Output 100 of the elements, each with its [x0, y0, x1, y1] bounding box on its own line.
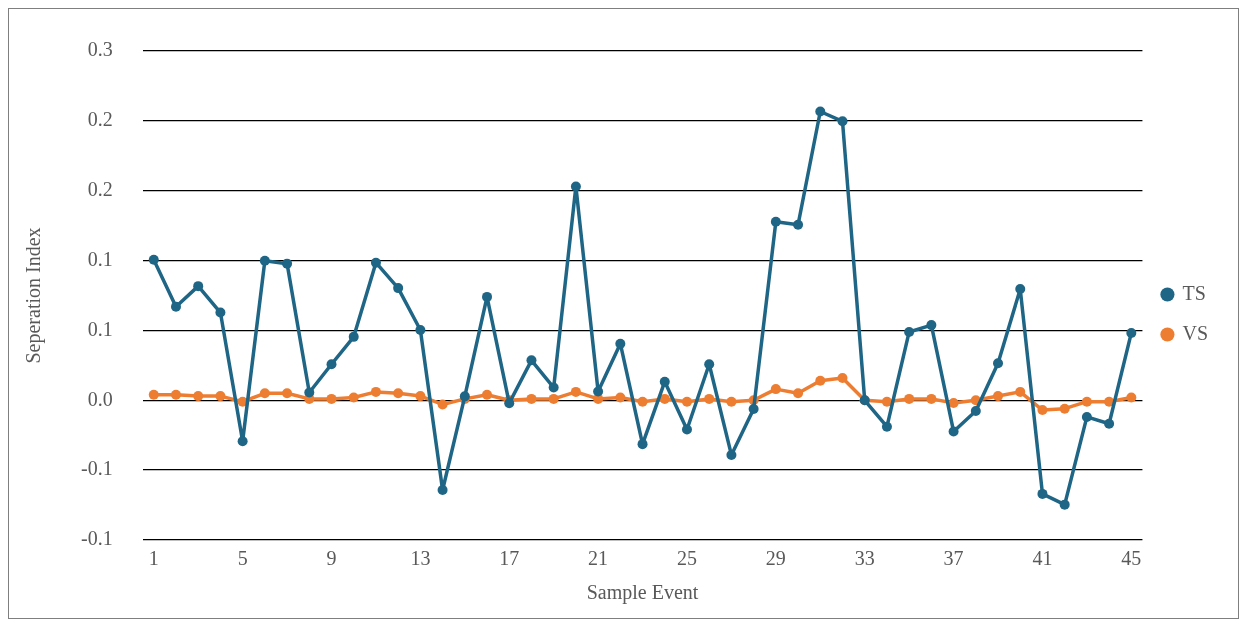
point [1126, 327, 1137, 338]
y-axis-title: Seperation Index [22, 227, 46, 364]
point [615, 392, 626, 403]
point [570, 181, 581, 192]
x-tick-label: 5 [237, 547, 248, 570]
x-axis-title: Sample Event [586, 581, 699, 605]
point [704, 393, 715, 404]
point [348, 392, 359, 403]
point [770, 216, 781, 227]
x-tick-label: 37 [943, 547, 964, 570]
y-tick-label: 0.3 [87, 38, 113, 61]
point [926, 393, 937, 404]
point [659, 376, 670, 387]
point [726, 449, 737, 460]
point [926, 320, 937, 331]
y-tick-label: 0.1 [87, 317, 113, 340]
point [837, 116, 848, 127]
point [637, 439, 648, 450]
point [770, 384, 781, 395]
point [993, 391, 1004, 402]
y-tick-label: -0.1 [80, 527, 113, 550]
point [726, 396, 737, 407]
x-tick-label: 1 [148, 547, 159, 570]
y-tick-label: 0.0 [87, 387, 113, 410]
point [237, 436, 248, 447]
point [1059, 499, 1070, 510]
point [815, 375, 826, 386]
point [437, 484, 448, 495]
point [415, 325, 426, 336]
point [304, 387, 315, 398]
point [1037, 488, 1048, 499]
point [170, 389, 181, 400]
point [904, 326, 915, 337]
point [948, 398, 959, 409]
point [1104, 396, 1115, 407]
point [170, 301, 181, 312]
point [881, 421, 892, 432]
point [393, 388, 404, 399]
x-tick-label: 21 [588, 547, 609, 570]
point [681, 396, 692, 407]
point [1104, 418, 1115, 429]
point [881, 396, 892, 407]
point [1081, 396, 1092, 407]
point [659, 393, 670, 404]
point [837, 372, 848, 383]
point [326, 359, 337, 370]
point [704, 359, 715, 370]
point [326, 393, 337, 404]
point [215, 307, 226, 318]
point [370, 386, 381, 397]
x-tick-label: 9 [326, 547, 337, 570]
x-tick-label: 25 [676, 547, 697, 570]
x-tick-label: 29 [765, 547, 786, 570]
point [548, 382, 559, 393]
x-tick-label: 13 [410, 547, 431, 570]
point [993, 358, 1004, 369]
point [570, 386, 581, 397]
point [1015, 386, 1026, 397]
point [282, 388, 293, 399]
point [793, 219, 804, 230]
point [1015, 284, 1026, 295]
point [193, 391, 204, 402]
point [282, 258, 293, 269]
point [1037, 405, 1048, 416]
point [415, 391, 426, 402]
legend-label: VS [1182, 321, 1209, 344]
point [526, 393, 537, 404]
legend-label: TS [1182, 281, 1206, 304]
point [748, 404, 759, 415]
y-tick-label: 0.2 [87, 108, 113, 131]
point [815, 106, 826, 117]
point [593, 386, 604, 397]
x-tick-label: 41 [1032, 547, 1053, 570]
point [148, 254, 159, 265]
point [526, 355, 537, 366]
point [393, 283, 404, 294]
point [259, 388, 270, 399]
point [215, 391, 226, 402]
y-tick-label: -0.1 [80, 457, 113, 480]
point [793, 388, 804, 399]
point [1081, 411, 1092, 422]
x-tick-label: 17 [499, 547, 520, 570]
point [548, 393, 559, 404]
y-tick-label: 0.1 [87, 247, 113, 270]
point [370, 257, 381, 268]
point [193, 281, 204, 292]
y-tick-label: 0.2 [87, 177, 113, 200]
point [948, 426, 959, 437]
point [1059, 403, 1070, 414]
point [637, 396, 648, 407]
point [681, 424, 692, 435]
point [482, 389, 493, 400]
point [259, 255, 270, 266]
point [348, 331, 359, 342]
point [1126, 392, 1137, 403]
point [904, 393, 915, 404]
point [437, 399, 448, 410]
point [148, 389, 159, 400]
x-tick-label: 45 [1121, 547, 1142, 570]
point [482, 291, 493, 302]
